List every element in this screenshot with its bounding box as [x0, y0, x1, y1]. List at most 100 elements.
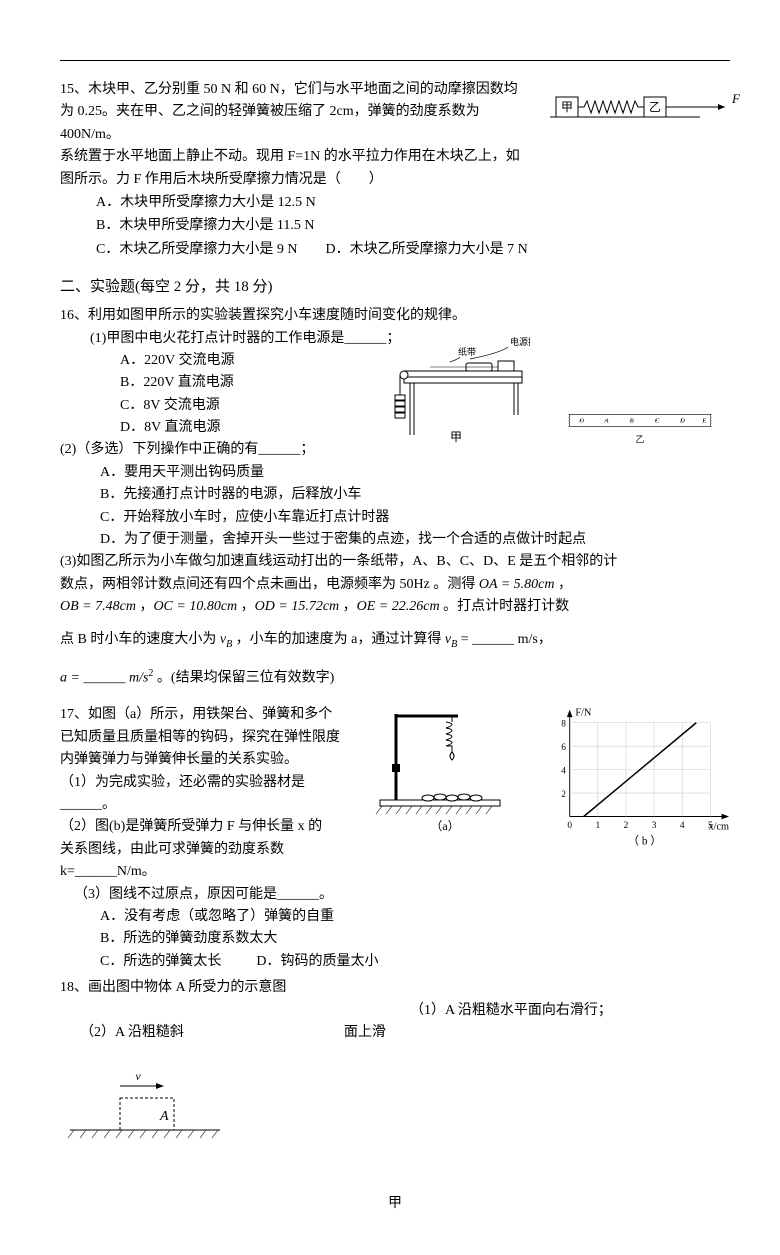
q17-l1: 17、如图（a）所示，用铁架台、弹簧和多个 — [60, 704, 360, 726]
q15-line3: 系统置于水平地面上静止不动。现用 F=1N 的水平拉力作用在木块乙上，如 — [60, 149, 520, 164]
q17-l2: 已知质量且质量相等的钩码，探究在弹性限度 — [60, 727, 360, 749]
q16-p3a: (3)如图乙所示为小车做匀加速直线运动打出的一条纸带，A、B、C、D、E 是五个… — [60, 554, 617, 569]
section-2-header: 二、实验题(每空 2 分，共 18 分) — [60, 275, 730, 299]
q16-p3-line3: OB = 7.48cm ，OC = 10.80cm ，OD = 15.72cm … — [60, 596, 730, 618]
q18-p2a: （2）A 沿粗糙斜 — [80, 1022, 184, 1044]
force-F-label: F — [731, 91, 740, 106]
q16-p2-d: D．为了便于测量，舍掉开头一些过于密集的点迹，找一个合适的点做计时起点 — [100, 529, 730, 551]
q16-p3-line4: 点 B 时小车的速度大小为 vB ，小车的加速度为 a，通过计算得 vB = _… — [60, 629, 730, 653]
q16-OD: OD = 15.72cm — [255, 599, 340, 614]
q15-opt-a: A．木块甲所受摩擦力大小是 12.5 N — [96, 192, 730, 214]
q17-p3-options: A．没有考虑（或忽略了）弹簧的自重 B．所选的弹簧劲度系数太大 C．所选的弹簧太… — [74, 906, 730, 973]
q16-OB: OB = 7.48cm — [60, 599, 136, 614]
rule-top — [60, 60, 730, 61]
vB2-sub: B — [451, 638, 457, 649]
sq: 2 — [148, 668, 153, 679]
block-yi-label: 乙 — [649, 100, 661, 114]
xtick-5: 5 — [708, 821, 713, 831]
ytick-2: 2 — [561, 790, 566, 800]
velocity-label: v — [135, 1069, 141, 1083]
xtick-2: 2 — [624, 821, 629, 831]
q18-p1: （1）A 沿粗糙水平面向右滑行； — [410, 1000, 612, 1022]
xtick-0: 0 — [567, 821, 572, 831]
question-16: 16、利用如图甲所示的实验装置探究小车速度随时间变化的规律。 (1)甲图中电火花… — [60, 305, 730, 690]
q18-figure: A v — [60, 1060, 230, 1150]
q17-p3-b: B．所选的弹簧劲度系数太大 — [100, 928, 730, 950]
q15-stem: 15、木块甲、乙分别重 50 N 和 60 N，它们与水平地面之间的动摩擦因数均… — [60, 79, 540, 191]
q15-opt-c: C．木块乙所受摩擦力大小是 9 N — [96, 242, 297, 257]
xtick-1: 1 — [595, 821, 600, 831]
q16-p2-b: B．先接通打点计时器的电源，后释放小车 — [100, 484, 730, 506]
q16-p3tail: 。打点计时器打计数 — [443, 599, 569, 614]
ytick-6: 6 — [561, 743, 566, 753]
fig-yi-caption: 乙 — [636, 435, 645, 445]
fig-jia-caption: 甲 — [450, 430, 462, 444]
q16-p3c2: ，小车的加速度为 a，通过计算得 — [236, 632, 442, 647]
q16-p3d: a = ______ m/s — [60, 671, 148, 686]
block-jia-label: 甲 — [561, 100, 573, 114]
xtick-3: 3 — [652, 821, 657, 831]
q17-l3: 内弹簧弹力与弹簧伸长量的关系实验。 — [60, 749, 360, 771]
q17-p1: （1）为完成实验，还必需的实验器材是______。 — [60, 772, 360, 817]
q15-line4: 图所示。力 F 作用后木块所受摩擦力情况是（ ） — [60, 172, 383, 187]
q15-opt-d: D．木块乙所受摩擦力大小是 7 N — [325, 242, 527, 257]
q16-p3c1: 点 B 时小车的速度大小为 — [60, 632, 216, 647]
xtick-4: 4 — [680, 821, 685, 831]
q17-text: 17、如图（a）所示，用铁架台、弹簧和多个 已知质量且质量相等的钩码，探究在弹性… — [60, 704, 360, 883]
q18-stem: 18、画出图中物体 A 所受力的示意图 — [60, 977, 730, 999]
dot-O: O — [579, 418, 584, 425]
dot-B: B — [630, 418, 634, 425]
block-A-label: A — [159, 1109, 169, 1124]
q17-p3-a: A．没有考虑（或忽略了）弹簧的自重 — [100, 906, 730, 928]
q15-line1: 15、木块甲、乙分别重 50 N 和 60 N，它们与水平地面之间的动摩擦因数均 — [60, 82, 518, 97]
q16-p2-c: C．开始释放小车时，应使小车靠近打点计时器 — [100, 507, 730, 529]
q16-OE: OE = 22.26cm — [357, 599, 440, 614]
q16-figure-yi: O A B C D E 乙 — [540, 410, 740, 450]
q16-p3c3: = ______ m/s， — [461, 632, 552, 647]
q16-p2-options: A．要用天平测出钩码质量 B．先接通打点计时器的电源，后释放小车 C．开始释放小… — [60, 462, 730, 552]
tape-label: 纸带 — [458, 346, 476, 357]
q16-p3d2: 。(结果均保留三位有效数字) — [157, 671, 334, 686]
plug-label: 电源插头 — [510, 336, 530, 347]
dot-E: E — [701, 418, 706, 425]
q18-caption-jia: 甲 — [60, 1193, 730, 1215]
q16-p3-line1: (3)如图乙所示为小车做匀加速直线运动打出的一条纸带，A、B、C、D、E 是五个… — [60, 551, 730, 573]
fig-b-caption: （ b ） — [628, 835, 662, 848]
q16-p2-a: A．要用天平测出钩码质量 — [100, 462, 730, 484]
vB-sub: B — [226, 638, 232, 649]
q18-p2b: 面上滑 — [344, 1022, 386, 1044]
q16-OA: OA = 5.80cm — [479, 577, 555, 592]
question-18: 18、画出图中物体 A 所受力的示意图 （1）A 沿粗糙水平面向右滑行； （2）… — [60, 977, 730, 1215]
q16-figure-jia: 电源插头 纸带 甲 — [380, 335, 530, 445]
q17-p2b: 关系图线，由此可求弹簧的劲度系数 — [60, 839, 360, 861]
question-17: 17、如图（a）所示，用铁架台、弹簧和多个 已知质量且质量相等的钩码，探究在弹性… — [60, 704, 730, 973]
q17-p3: （3）图线不过原点，原因可能是______。 — [74, 884, 730, 906]
q17-p3-c: C．所选的弹簧太长 — [100, 954, 221, 969]
q16-p3-line2: 数点，两相邻计数点间还有四个点未画出，电源频率为 50Hz 。测得 OA = 5… — [60, 574, 730, 596]
q16-stem: 16、利用如图甲所示的实验装置探究小车速度随时间变化的规律。 — [60, 305, 730, 327]
ylabel: F/N — [575, 708, 592, 719]
q15-opt-cd: C．木块乙所受摩擦力大小是 9 N D．木块乙所受摩擦力大小是 7 N — [96, 239, 730, 261]
q15-line2: 为 0.25。夹在甲、乙之间的轻弹簧被压缩了 2cm，弹簧的劲度系数为 400N… — [60, 104, 480, 141]
q17-figure-a: （a） — [370, 704, 520, 834]
q18-parts: （1）A 沿粗糙水平面向右滑行； — [60, 1000, 730, 1022]
q15-opt-b: B．木块甲所受摩擦力大小是 11.5 N — [96, 215, 730, 237]
q17-p2a: （2）图(b)是弹簧所受弹力 F 与伸长量 x 的 — [60, 816, 360, 838]
q15-figure: 甲 乙 F — [550, 85, 740, 125]
q17-p3-d: D．钩码的质量太小 — [256, 954, 378, 969]
page: 15、木块甲、乙分别重 50 N 和 60 N，它们与水平地面之间的动摩擦因数均… — [0, 0, 780, 1255]
q15-options: A．木块甲所受摩擦力大小是 12.5 N B．木块甲所受摩擦力大小是 11.5 … — [60, 192, 730, 261]
dot-C: C — [655, 418, 660, 425]
q16-p3-line5: a = ______ m/s2 。(结果均保留三位有效数字) — [60, 666, 730, 690]
ytick-4: 4 — [561, 767, 566, 777]
q17-p3-cd: C．所选的弹簧太长 D．钩码的质量太小 — [100, 951, 730, 973]
q16-OC: OC = 10.80cm — [153, 599, 237, 614]
fig-a-caption: （a） — [430, 819, 459, 833]
dot-D: D — [679, 418, 685, 425]
q16-p3b: 数点，两相邻计数点间还有四个点未画出，电源频率为 50Hz 。测得 — [60, 577, 475, 592]
q17-p2c: k=______N/m。 — [60, 861, 360, 883]
q17-figure-b-chart: F/N x/cm 2 4 6 8 0 1 2 3 — [540, 704, 740, 854]
q17-p3-block: （3）图线不过原点，原因可能是______。 A．没有考虑（或忽略了）弹簧的自重… — [60, 884, 730, 974]
ytick-8: 8 — [561, 720, 566, 730]
question-15: 15、木块甲、乙分别重 50 N 和 60 N，它们与水平地面之间的动摩擦因数均… — [60, 79, 730, 261]
